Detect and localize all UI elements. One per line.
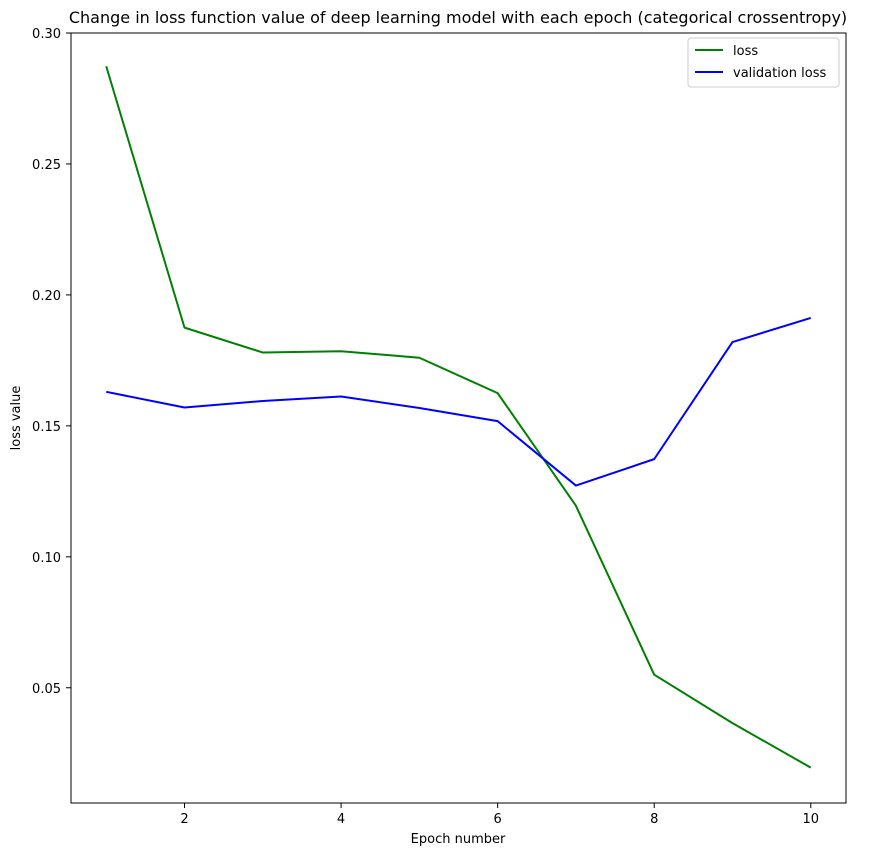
plot-frame	[70, 32, 847, 804]
y-axis-label: loss value	[9, 386, 24, 451]
x-tick-label: 6	[494, 812, 502, 827]
legend-label-0: loss	[733, 44, 758, 59]
y-tick-label: 0.05	[32, 682, 61, 697]
series-line-1	[106, 316, 812, 487]
x-tick-label: 4	[337, 812, 345, 827]
legend-box	[687, 37, 840, 88]
y-tick-label: 0.20	[32, 289, 61, 304]
y-tick-label: 0.25	[32, 158, 61, 173]
x-tick-label: 8	[650, 812, 658, 827]
legend-items: loss validation loss	[695, 44, 826, 81]
x-axis-ticks: 2 4 6 8 10	[180, 803, 819, 827]
legend: loss validation loss	[687, 37, 840, 88]
x-tick-label: 2	[180, 812, 188, 827]
x-tick-label: 10	[802, 812, 819, 827]
series-line-0	[105, 65, 812, 769]
x-axis-label: Epoch number	[411, 832, 506, 847]
plot-lines	[105, 65, 812, 769]
y-axis-ticks: 0.05 0.10 0.15 0.20 0.25 0.30	[32, 27, 71, 697]
chart-title: Change in loss function value of deep le…	[69, 8, 847, 27]
y-tick-label: 0.15	[32, 420, 61, 435]
y-tick-label: 0.10	[32, 551, 61, 566]
y-tick-label: 0.30	[32, 27, 61, 42]
legend-label-1: validation loss	[733, 66, 826, 81]
